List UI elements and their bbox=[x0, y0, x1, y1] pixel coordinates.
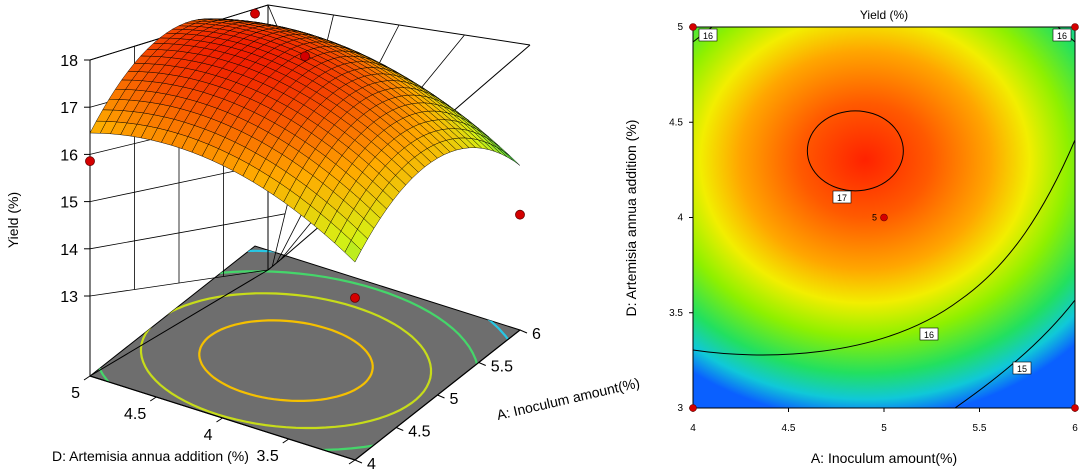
y-tick bbox=[282, 438, 290, 444]
x-tick-label: 5.5 bbox=[491, 359, 513, 376]
contour-y-tick-label: 4 bbox=[677, 213, 683, 224]
x-tick bbox=[519, 329, 528, 334]
z-tick-label: 16 bbox=[60, 147, 78, 164]
y-tick-label: 4 bbox=[204, 427, 213, 444]
contour-label-box bbox=[1012, 361, 1032, 375]
floor-contour-ring bbox=[198, 319, 374, 402]
contour-x-axis-label: A: Inoculum amount(%) bbox=[811, 450, 957, 466]
z-tick-label: 13 bbox=[60, 289, 78, 306]
contour-label-text: 16 bbox=[924, 330, 934, 340]
y-tick bbox=[149, 396, 157, 402]
design-points-3d bbox=[85, 8, 525, 303]
contour-label-text: 16 bbox=[703, 31, 713, 41]
contour-corner-label: 16 bbox=[1052, 28, 1072, 42]
z-tick-label: 17 bbox=[60, 100, 78, 117]
contour-label-16: 16 bbox=[919, 327, 939, 341]
design-point-3d bbox=[85, 156, 95, 167]
contour-label-15: 15 bbox=[1012, 361, 1032, 375]
center-point-count: 5 bbox=[872, 213, 877, 223]
contour-level-labels: 17 16 15 16 16 bbox=[698, 28, 1072, 375]
x-tick bbox=[396, 427, 404, 431]
z-tick-label: 14 bbox=[60, 242, 78, 259]
x-tick bbox=[478, 362, 486, 366]
design-points-2d: 5 bbox=[689, 23, 1079, 412]
contour-y-tick-label: 3 bbox=[677, 403, 683, 414]
contour-x-tick-label: 6 bbox=[1072, 423, 1078, 434]
contour-x-tick-label: 5.5 bbox=[973, 423, 987, 434]
x-axis-label: A: Inoculum amount(%) bbox=[495, 374, 641, 422]
contour-label-box bbox=[832, 190, 852, 204]
contour-label-box bbox=[919, 327, 939, 341]
y-tick-label: 4.5 bbox=[124, 406, 146, 423]
contour-ticks: 4 4.5 5 5.5 6 3 3.5 4 4.5 5 bbox=[669, 22, 1078, 434]
wall-edge bbox=[89, 269, 269, 377]
design-point-2d bbox=[689, 404, 697, 412]
contour-corner-label: 16 bbox=[698, 28, 718, 42]
design-point-3d bbox=[350, 292, 360, 303]
design-point-2d bbox=[689, 23, 697, 31]
design-point-3d bbox=[300, 51, 310, 62]
y-tick-label: 3.5 bbox=[257, 448, 279, 465]
contour-x-tick-label: 5 bbox=[881, 423, 887, 434]
contour-x-tick-label: 4.5 bbox=[782, 423, 796, 434]
contour-label-text: 15 bbox=[1017, 364, 1027, 374]
x-tick-label: 4 bbox=[367, 456, 376, 470]
x-tick bbox=[437, 394, 445, 399]
surface-facet bbox=[496, 147, 514, 162]
contour-y-tick-label: 4.5 bbox=[669, 117, 683, 128]
contour-line-16 bbox=[693, 139, 1075, 356]
floor-contour-ring bbox=[139, 292, 433, 430]
contour-y-tick-label: 5 bbox=[677, 22, 683, 33]
contour-y-tick-label: 3.5 bbox=[669, 308, 683, 319]
x-tick bbox=[354, 459, 363, 464]
y-tick bbox=[216, 417, 223, 423]
y-tick bbox=[348, 459, 356, 465]
response-surface bbox=[89, 18, 521, 263]
design-point-2d bbox=[880, 213, 888, 222]
contour-y-axis-label: D: Artemisia annua addition (%) bbox=[623, 120, 639, 317]
contour-title: Yield (%) bbox=[860, 8, 908, 22]
y-axis-label: D: Artemisia annua addition (%) bbox=[52, 448, 249, 464]
z-tick-label: 18 bbox=[60, 53, 78, 70]
y-tick bbox=[83, 375, 91, 381]
contour-lines bbox=[693, 27, 1075, 408]
contour-line-15 bbox=[954, 299, 1075, 408]
x-tick-label: 4.5 bbox=[408, 424, 430, 441]
contour-label-text: 16 bbox=[1057, 31, 1067, 41]
contour-label-box bbox=[698, 28, 718, 42]
surface-facet bbox=[503, 151, 521, 166]
y-tick-label: 5 bbox=[71, 385, 80, 402]
x-tick-label: 5 bbox=[450, 391, 459, 408]
x-tick-label: 6 bbox=[532, 326, 541, 343]
design-point-3d bbox=[515, 209, 525, 220]
design-point-2d bbox=[1071, 404, 1079, 412]
design-point-3d bbox=[250, 8, 260, 19]
z-tick-label: 15 bbox=[60, 195, 78, 212]
z-axis-label: Yield (%) bbox=[5, 192, 21, 248]
contour-label-text: 17 bbox=[837, 193, 847, 203]
contour-x-tick-label: 4 bbox=[690, 423, 696, 434]
design-point-2d bbox=[1071, 23, 1079, 31]
contour-label-box bbox=[1052, 28, 1072, 42]
contour-line-17 bbox=[806, 110, 904, 192]
contour-label-17: 17 bbox=[832, 190, 852, 204]
wall-grid-line bbox=[267, 213, 286, 218]
